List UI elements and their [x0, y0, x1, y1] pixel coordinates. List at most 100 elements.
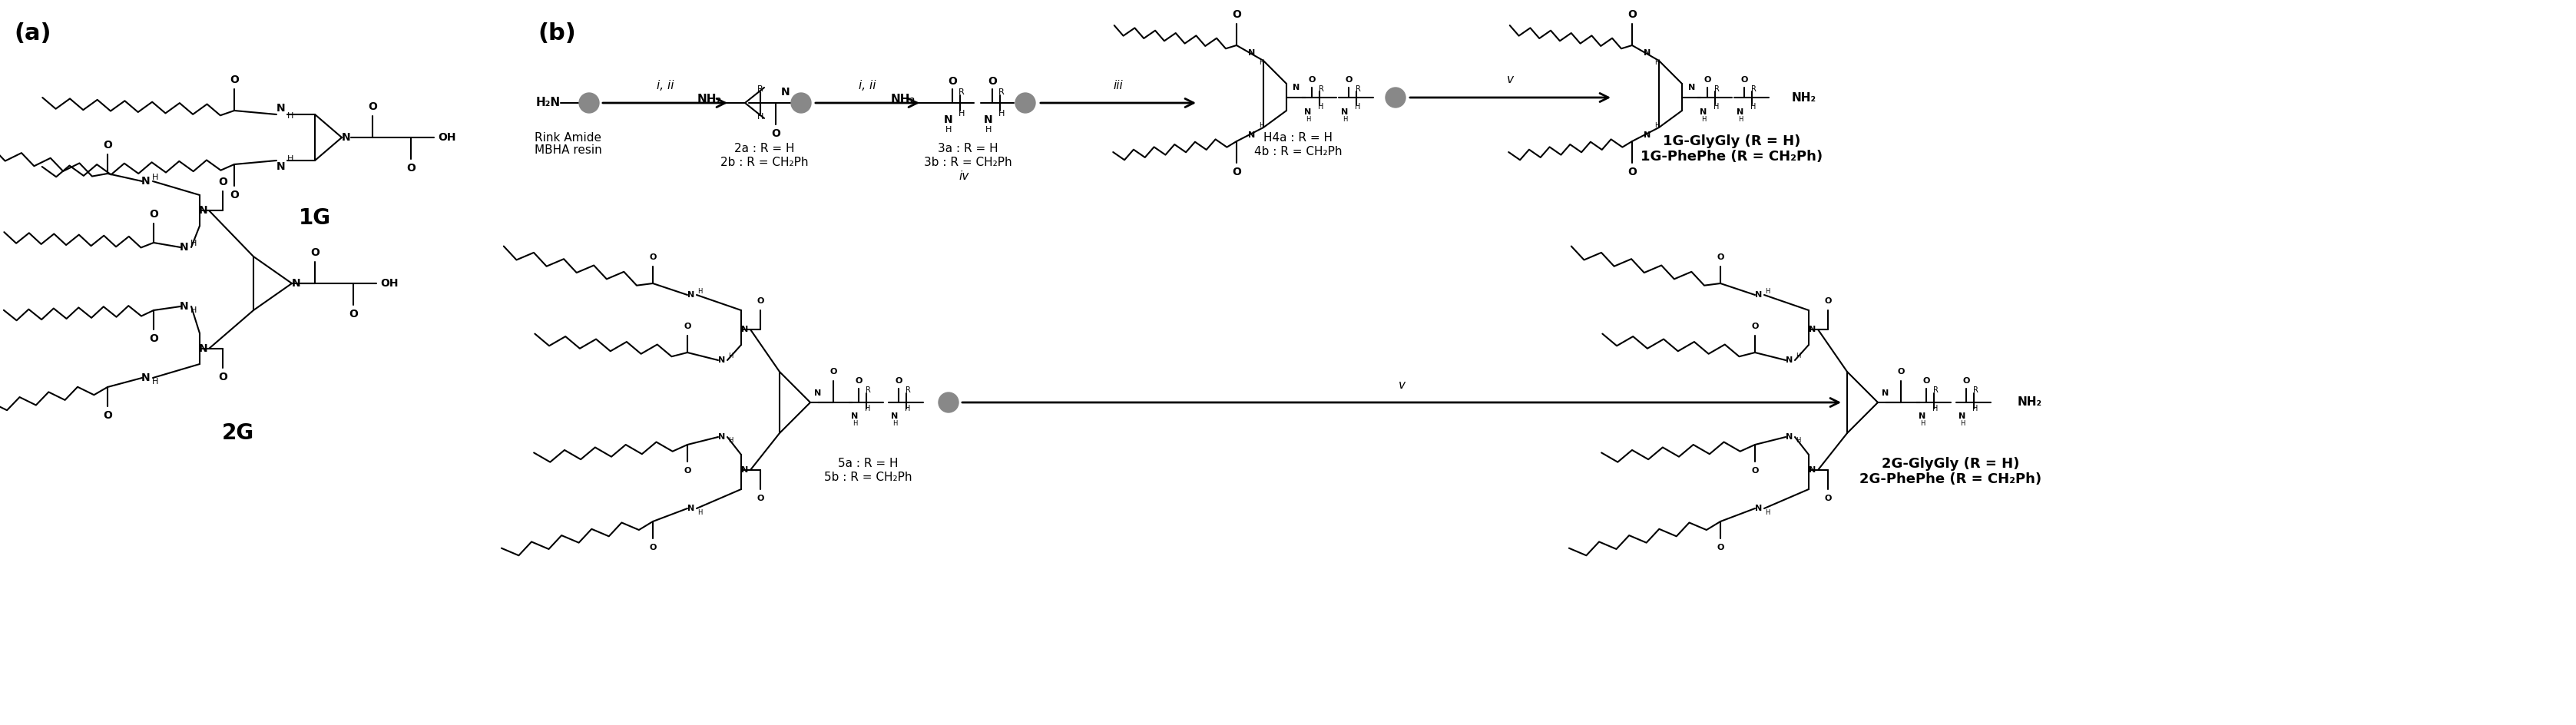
- Text: Rink Amide: Rink Amide: [536, 132, 603, 144]
- Text: H: H: [958, 109, 963, 117]
- Circle shape: [1386, 88, 1404, 107]
- Text: H: H: [1342, 116, 1347, 123]
- Text: N: N: [742, 326, 747, 334]
- Text: N: N: [1247, 49, 1255, 57]
- Text: O: O: [1824, 297, 1832, 305]
- Text: N: N: [180, 301, 188, 312]
- Circle shape: [580, 93, 598, 113]
- Text: H: H: [997, 109, 1005, 117]
- Text: O: O: [1741, 76, 1747, 83]
- Text: O: O: [829, 368, 837, 376]
- Text: O: O: [1752, 467, 1757, 475]
- Text: NH₂: NH₂: [698, 94, 721, 105]
- Text: N: N: [142, 373, 149, 384]
- Text: N: N: [1785, 433, 1793, 441]
- Text: N: N: [343, 132, 350, 143]
- Text: N: N: [1687, 83, 1695, 91]
- Text: H: H: [729, 437, 732, 444]
- Text: v: v: [1399, 380, 1404, 392]
- Text: N: N: [276, 161, 286, 172]
- Text: N: N: [814, 389, 822, 397]
- Text: 2G-PhePhe (R = CH₂Ph): 2G-PhePhe (R = CH₂Ph): [1860, 472, 2040, 486]
- Text: N: N: [180, 242, 188, 253]
- Text: (b): (b): [538, 22, 574, 44]
- Text: H: H: [866, 405, 871, 413]
- Text: iii: iii: [1113, 80, 1123, 92]
- Text: H: H: [1654, 123, 1659, 129]
- Text: O: O: [103, 410, 111, 421]
- Text: O: O: [757, 494, 762, 502]
- Text: H: H: [1257, 123, 1262, 129]
- Text: 3b : R = CH₂Ph: 3b : R = CH₂Ph: [922, 157, 1012, 169]
- Text: R: R: [1932, 386, 1937, 394]
- Text: H: H: [1700, 116, 1705, 123]
- Text: N: N: [1958, 413, 1965, 420]
- Text: O: O: [1628, 167, 1636, 178]
- Text: O: O: [407, 163, 415, 173]
- Text: MBHA resin: MBHA resin: [533, 145, 603, 157]
- Text: O: O: [1231, 9, 1242, 20]
- Text: N: N: [291, 278, 301, 289]
- Text: R: R: [1973, 386, 1978, 394]
- Text: OH: OH: [381, 278, 399, 289]
- Text: N: N: [198, 205, 209, 216]
- Text: 2G-GlyGly (R = H): 2G-GlyGly (R = H): [1880, 457, 2020, 471]
- Text: N: N: [719, 433, 726, 441]
- Text: H: H: [698, 288, 701, 294]
- Text: H: H: [152, 378, 157, 386]
- Text: R: R: [1355, 86, 1360, 93]
- Text: 1G-GlyGly (R = H): 1G-GlyGly (R = H): [1662, 134, 1801, 148]
- Text: v: v: [1507, 74, 1512, 86]
- Text: R: R: [999, 88, 1005, 96]
- Text: N: N: [943, 115, 953, 125]
- Text: H: H: [1795, 353, 1801, 360]
- Text: O: O: [219, 177, 227, 187]
- Text: H: H: [757, 113, 762, 120]
- Text: H: H: [1919, 420, 1924, 428]
- Text: H: H: [729, 353, 732, 360]
- Text: R: R: [958, 88, 963, 96]
- Text: N: N: [688, 505, 696, 513]
- Text: N: N: [1342, 108, 1347, 116]
- Text: 2a : R = H: 2a : R = H: [734, 144, 793, 154]
- Text: N: N: [1643, 131, 1651, 139]
- Text: O: O: [1716, 254, 1723, 261]
- Text: O: O: [368, 102, 376, 112]
- Text: O: O: [770, 128, 781, 139]
- Text: 5a : R = H: 5a : R = H: [837, 458, 899, 470]
- Text: R: R: [1319, 86, 1324, 93]
- Text: H: H: [904, 405, 909, 413]
- Text: i, ii: i, ii: [858, 80, 876, 92]
- Text: O: O: [894, 377, 902, 385]
- Text: O: O: [219, 372, 227, 383]
- Text: 2G: 2G: [222, 423, 255, 444]
- Text: H: H: [1306, 116, 1311, 123]
- Text: R: R: [1749, 86, 1757, 93]
- Text: N: N: [1785, 357, 1793, 364]
- Text: N: N: [1700, 108, 1705, 116]
- Text: N: N: [850, 413, 858, 420]
- Circle shape: [791, 93, 811, 113]
- Text: H: H: [1932, 405, 1937, 413]
- Text: H4a : R = H: H4a : R = H: [1262, 132, 1332, 144]
- Text: 1G: 1G: [299, 207, 330, 229]
- Text: R: R: [1713, 86, 1718, 93]
- Text: O: O: [1963, 377, 1968, 385]
- Text: R: R: [757, 86, 762, 93]
- Text: N: N: [142, 176, 149, 186]
- Text: O: O: [1716, 544, 1723, 552]
- Text: H: H: [853, 420, 858, 428]
- Text: N: N: [1736, 108, 1744, 116]
- Text: N: N: [1808, 466, 1816, 474]
- Text: O: O: [1703, 76, 1710, 83]
- Text: H: H: [1960, 420, 1963, 428]
- Text: N: N: [1643, 49, 1651, 57]
- Text: H: H: [1319, 103, 1324, 111]
- Text: N: N: [719, 357, 726, 364]
- Text: H: H: [1355, 103, 1360, 111]
- Text: O: O: [649, 254, 657, 261]
- Text: NH₂: NH₂: [2017, 397, 2043, 408]
- Text: N: N: [742, 466, 747, 474]
- Text: R: R: [904, 386, 909, 394]
- Text: H: H: [698, 509, 701, 515]
